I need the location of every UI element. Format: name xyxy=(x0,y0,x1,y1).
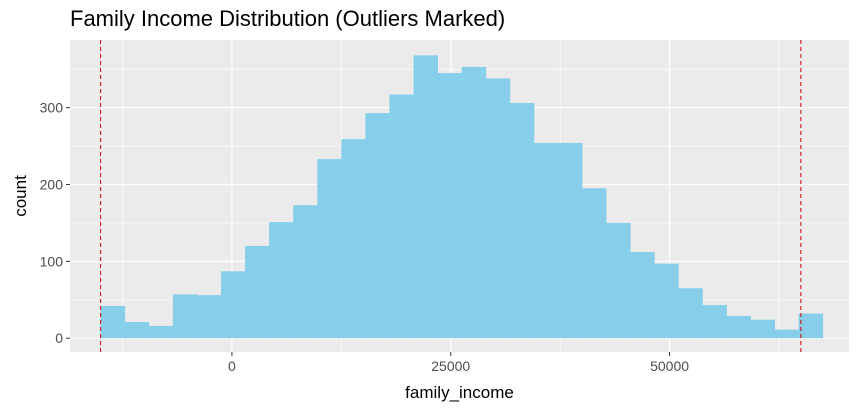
histogram-bar xyxy=(365,113,390,339)
histogram-bar xyxy=(509,103,535,339)
y-axis-title: count xyxy=(11,175,30,217)
histogram-bar xyxy=(630,252,655,339)
histogram-bars xyxy=(100,55,824,339)
histogram-bar xyxy=(148,325,174,339)
histogram-bar xyxy=(437,73,463,339)
histogram-bar xyxy=(124,322,150,339)
histogram-bar xyxy=(750,319,776,339)
histogram-bar xyxy=(533,142,559,339)
histogram-bar xyxy=(389,94,414,339)
histogram-bar xyxy=(702,305,727,339)
histogram-bar xyxy=(100,305,126,339)
outlier-lines xyxy=(100,40,802,352)
histogram-bar xyxy=(606,222,631,339)
histogram-bar xyxy=(317,159,342,339)
x-tick-label: 25000 xyxy=(431,358,470,374)
histogram-bar xyxy=(678,288,703,339)
x-tick-label: 0 xyxy=(228,358,236,374)
chart-title: Family Income Distribution (Outliers Mar… xyxy=(70,6,506,31)
histogram-bar xyxy=(557,142,583,339)
histogram-bar xyxy=(798,313,824,339)
histogram-bar xyxy=(461,66,487,339)
histogram-bar xyxy=(196,295,222,339)
axis-ticks: 0 25000 50000 0 100 200 300 xyxy=(40,100,690,374)
histogram-bar xyxy=(485,78,511,339)
x-axis-title: family_income xyxy=(405,383,514,402)
x-tick-label: 50000 xyxy=(650,358,689,374)
histogram-bar xyxy=(269,222,294,339)
histogram-bar xyxy=(293,205,318,339)
histogram-bar xyxy=(726,315,751,339)
y-tick-label: 100 xyxy=(40,253,64,269)
histogram-bar xyxy=(413,55,439,339)
histogram-bar xyxy=(582,188,607,339)
histogram-bar xyxy=(172,294,198,339)
histogram-bar xyxy=(220,271,246,339)
y-tick-label: 0 xyxy=(55,330,63,346)
histogram-bar xyxy=(774,329,800,339)
histogram-bar xyxy=(341,139,366,339)
y-tick-label: 300 xyxy=(40,100,64,116)
y-tick-label: 200 xyxy=(40,176,64,192)
histogram-bar xyxy=(654,263,679,339)
histogram-bar xyxy=(245,245,270,339)
